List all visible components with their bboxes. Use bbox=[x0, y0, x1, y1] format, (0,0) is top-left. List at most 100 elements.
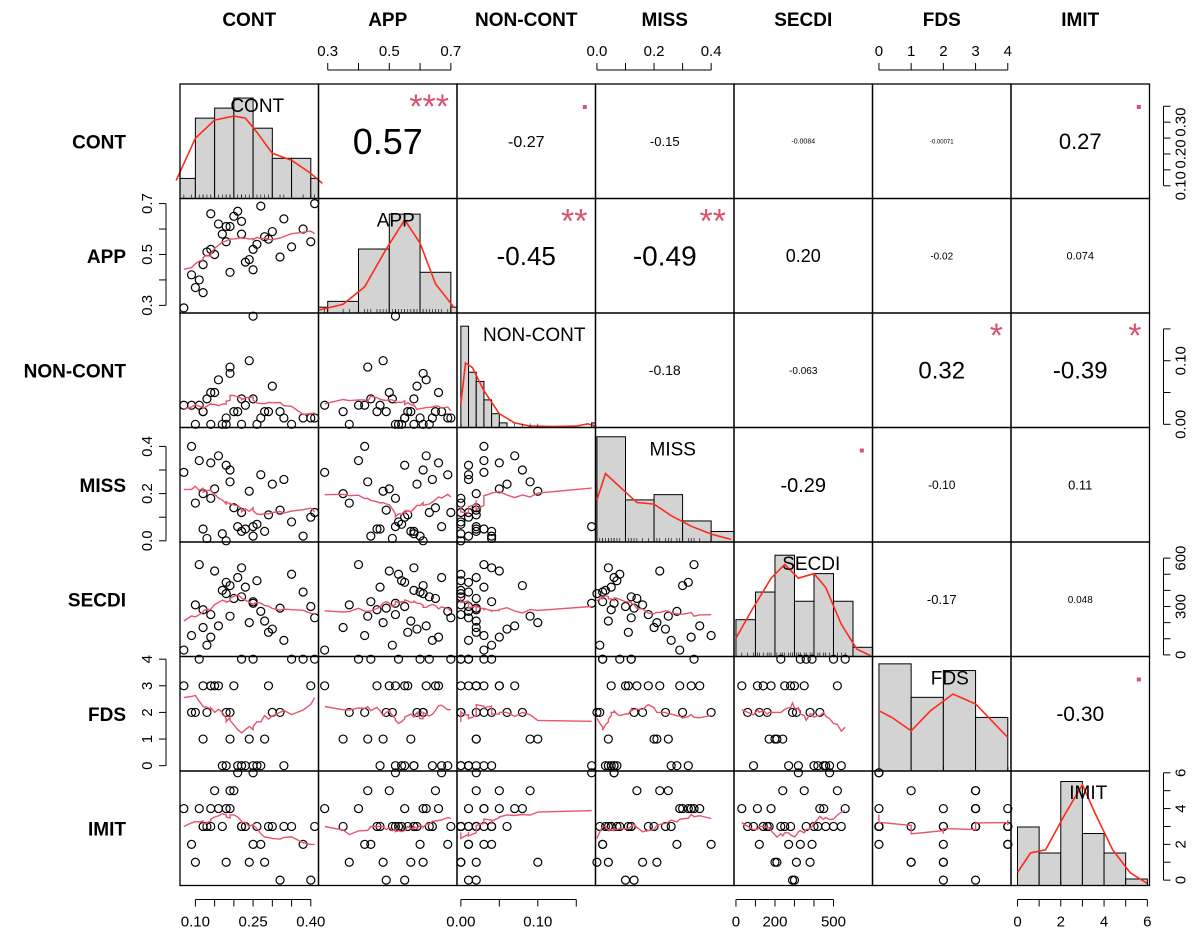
smooth-line bbox=[741, 701, 846, 733]
scatter-point bbox=[384, 566, 394, 576]
scatter-point bbox=[791, 857, 802, 867]
scatter-point bbox=[655, 786, 665, 796]
scatter-point bbox=[663, 786, 673, 796]
scatter-point bbox=[494, 681, 504, 691]
correlation-value: -0.063 bbox=[789, 366, 818, 377]
scatter-point bbox=[623, 627, 633, 637]
tick-label: 0.2 bbox=[644, 43, 665, 60]
tick-label: 6 bbox=[1143, 914, 1151, 930]
scatter-point bbox=[446, 413, 456, 423]
cell-imit-imit: IMIT bbox=[1010, 770, 1151, 887]
cell-cont-miss: -0.15 bbox=[594, 83, 735, 200]
scatter-point bbox=[418, 536, 428, 546]
cell-non-cont-fds: 0.32 * bbox=[871, 312, 1012, 429]
scatter-point bbox=[210, 566, 220, 576]
scatter-point bbox=[510, 621, 520, 631]
scatter-point bbox=[186, 441, 197, 451]
scatter-point bbox=[248, 311, 258, 321]
scatter-point bbox=[487, 531, 497, 541]
cell-cont-fds: -0.00071 bbox=[871, 83, 1012, 200]
scatter-point bbox=[785, 821, 796, 832]
tick-label: 4 bbox=[1173, 804, 1190, 812]
histogram-bar bbox=[793, 600, 815, 657]
histogram-bar bbox=[942, 670, 977, 772]
cell-non-cont-miss: -0.18 bbox=[594, 312, 735, 429]
scatter-point bbox=[252, 576, 262, 586]
scatter-point bbox=[225, 734, 235, 744]
scatter-point bbox=[233, 768, 243, 778]
cell-cont-cont: CONT bbox=[175, 83, 323, 200]
scatter-point bbox=[598, 839, 608, 849]
scatter-point bbox=[384, 484, 394, 494]
scatter-point bbox=[248, 531, 258, 541]
scatter-point bbox=[225, 368, 235, 379]
scatter-point bbox=[787, 875, 798, 885]
scatter-point bbox=[190, 857, 200, 867]
scatter-point bbox=[415, 531, 425, 541]
significance-stars: * bbox=[1128, 317, 1141, 355]
cell-app-cont bbox=[179, 197, 320, 314]
histogram-bar bbox=[483, 399, 493, 428]
scatter-point bbox=[206, 681, 216, 691]
scatter-point bbox=[378, 486, 388, 496]
cell-secdi-imit: 0.048 bbox=[1010, 541, 1151, 658]
bottom-axis-secdi: 0 200 500 bbox=[732, 899, 846, 930]
scatter-point bbox=[225, 786, 235, 796]
bottom-axis-imit: 0 2 4 6 bbox=[1013, 899, 1152, 930]
scatter-point bbox=[938, 875, 948, 885]
row-label-imit: IMIT bbox=[88, 819, 126, 840]
panel-frame bbox=[871, 770, 1012, 887]
scatter-point bbox=[213, 451, 224, 461]
histogram-bar bbox=[624, 499, 655, 543]
scatter-point bbox=[248, 839, 258, 849]
correlation-value: -0.00071 bbox=[930, 139, 954, 145]
scatter-point bbox=[397, 576, 407, 586]
scatter-point bbox=[306, 237, 316, 247]
scatter-point bbox=[487, 839, 497, 849]
scatter-point bbox=[632, 681, 642, 691]
smooth-line bbox=[596, 594, 712, 617]
cell-non-cont-non-cont: NON-CONT bbox=[456, 312, 597, 429]
scatter-point bbox=[479, 681, 489, 691]
row-label-miss: MISS bbox=[80, 476, 126, 497]
scatter-point bbox=[279, 821, 289, 832]
scatter-point bbox=[418, 857, 428, 867]
scatter-point bbox=[502, 624, 512, 634]
scatter-point bbox=[748, 761, 759, 771]
scatter-point bbox=[390, 493, 401, 503]
scatter-point bbox=[424, 507, 434, 518]
scatter-point bbox=[479, 582, 489, 592]
scatter-point bbox=[655, 566, 665, 576]
scatter-point bbox=[217, 821, 227, 832]
histogram-bar bbox=[910, 696, 944, 772]
scatter-point bbox=[494, 484, 504, 494]
scatter-point bbox=[615, 654, 625, 664]
scatter-point bbox=[479, 645, 489, 655]
scatter-point bbox=[256, 470, 266, 480]
scatter-point bbox=[643, 609, 653, 620]
scatter-point bbox=[443, 761, 453, 771]
scatter-point bbox=[487, 597, 497, 607]
scatter-point bbox=[233, 406, 243, 417]
scatter-point bbox=[306, 601, 316, 612]
scatter-point bbox=[793, 761, 803, 771]
scatter-point bbox=[375, 761, 385, 771]
histogram-bar bbox=[653, 494, 684, 543]
smooth-line bbox=[324, 493, 452, 519]
scatter-point bbox=[824, 761, 835, 771]
cell-imit-miss bbox=[592, 768, 735, 887]
scatter-point bbox=[206, 458, 216, 468]
histogram-secdi bbox=[735, 554, 874, 658]
cell-cont-imit: 0.27 ▪ bbox=[1010, 83, 1151, 200]
scatter-point bbox=[202, 707, 212, 718]
scatter-point bbox=[600, 821, 611, 832]
diagonal-name: FDS bbox=[931, 669, 969, 690]
scatter-point bbox=[463, 839, 474, 849]
scatter-point bbox=[970, 786, 981, 796]
scatter-point bbox=[248, 244, 258, 254]
scatter-point bbox=[415, 839, 425, 849]
row-label-secdi: SECDI bbox=[68, 590, 126, 611]
cell-miss-non-cont bbox=[456, 426, 597, 546]
scatter-point bbox=[666, 635, 676, 645]
scatter-point bbox=[780, 681, 790, 691]
